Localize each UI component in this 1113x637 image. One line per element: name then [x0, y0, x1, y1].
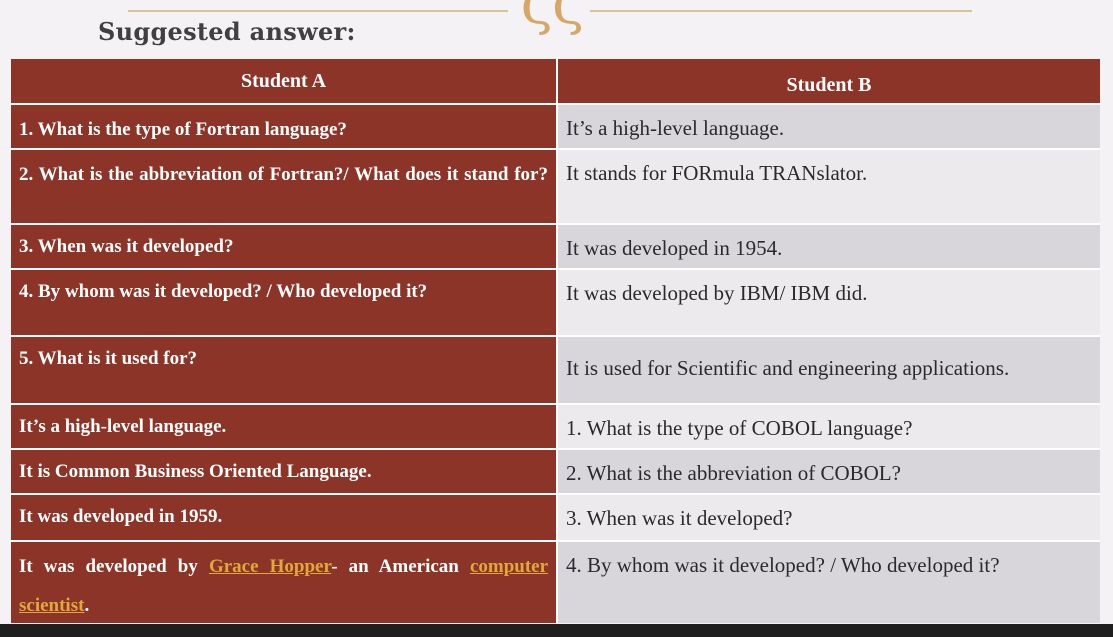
table-row: 2. What is the abbreviation of Fortran?/…	[11, 150, 1100, 223]
student-b-cell: 1. What is the type of COBOL language?	[558, 405, 1100, 448]
computer-scientist-link[interactable]: computer scientist	[19, 556, 549, 616]
student-a-cell: It is Common Business Oriented Language.	[11, 450, 556, 493]
table-row: 4. By whom was it developed? / Who devel…	[11, 270, 1100, 335]
student-a-cell: It was developed in 1959.	[11, 495, 556, 540]
student-b-cell: 2. What is the abbreviation of COBOL?	[558, 450, 1100, 493]
column-header-student-b: Student B	[558, 59, 1100, 103]
student-b-cell: 3. When was it developed?	[558, 495, 1100, 540]
grace-hopper-link[interactable]: Grace Hopper	[208, 556, 332, 577]
student-b-cell: It was developed by IBM/ IBM did.	[558, 270, 1100, 335]
table-row: It’s a high-level language. 1. What is t…	[11, 405, 1100, 448]
student-b-cell: It’s a high-level language.	[558, 105, 1100, 148]
student-b-cell: It is used for Scientific and engineerin…	[558, 337, 1100, 403]
student-b-cell: It was developed in 1954.	[558, 225, 1100, 268]
student-b-cell: It stands for FORmula TRANslator.	[558, 150, 1100, 223]
student-a-text: It was developed by	[19, 556, 198, 577]
student-a-cell: It’s a high-level language.	[11, 405, 556, 448]
student-b-cell: 4. By whom was it developed? / Who devel…	[558, 542, 1100, 623]
decorative-ornament-icon: ζζ	[520, 0, 584, 37]
student-a-cell: 5. What is it used for?	[11, 337, 556, 403]
student-a-text: - an American	[331, 556, 459, 577]
table-row: It is Common Business Oriented Language.…	[11, 450, 1100, 493]
answer-table: Student A Student B 1. What is the type …	[11, 59, 1100, 623]
decorative-line-right	[590, 10, 972, 12]
student-a-cell: 4. By whom was it developed? / Who devel…	[11, 270, 556, 335]
table-header-row: Student A Student B	[11, 59, 1100, 103]
table-row: It was developed in 1959. 3. When was it…	[11, 495, 1100, 540]
table-row: It was developed by Grace Hopper- an Ame…	[11, 542, 1100, 623]
student-a-text: .	[84, 595, 90, 616]
decorative-line-left	[128, 10, 508, 12]
student-a-cell: 1. What is the type of Fortran language?	[11, 105, 556, 148]
student-a-cell: 2. What is the abbreviation of Fortran?/…	[11, 150, 556, 223]
table-row: 1. What is the type of Fortran language?…	[11, 105, 1100, 148]
student-a-cell: 3. When was it developed?	[11, 225, 556, 268]
bottom-bar	[0, 624, 1113, 637]
table-row: 3. When was it developed? It was develop…	[11, 225, 1100, 268]
column-header-student-a: Student A	[11, 59, 556, 103]
student-a-cell: It was developed by Grace Hopper- an Ame…	[11, 542, 556, 623]
page-title: Suggested answer:	[98, 17, 356, 46]
table-row: 5. What is it used for? It is used for S…	[11, 337, 1100, 403]
